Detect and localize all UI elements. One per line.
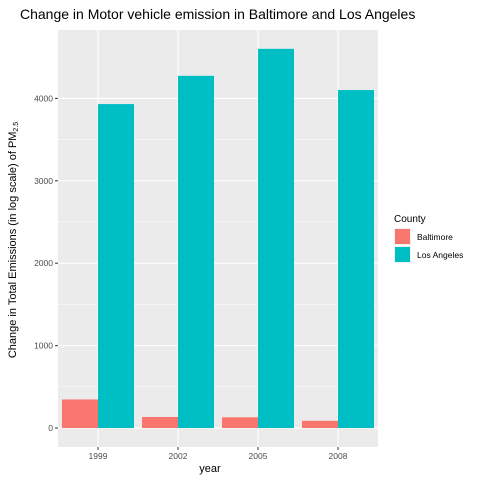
y-tick-label: 4000 (34, 93, 53, 103)
x-tick-label: 2008 (329, 451, 348, 461)
bar-baltimore (302, 420, 338, 429)
chart-title: Change in Motor vehicle emission in Balt… (20, 6, 415, 22)
bar-los-angeles (98, 104, 134, 429)
legend-key-swatch (395, 229, 410, 244)
y-axis-title-main: Change in Total Emissions (in log scale)… (7, 132, 19, 359)
legend-title: County (394, 214, 426, 225)
y-tick-label: 3000 (34, 176, 53, 186)
bar-baltimore (142, 416, 178, 429)
y-tick-label: 0 (48, 423, 53, 433)
plot-panel (58, 30, 378, 447)
bar-los-angeles (258, 48, 294, 429)
y-axis-title: Change in Total Emissions (in log scale)… (7, 122, 20, 358)
x-tick-label: 1999 (89, 451, 108, 461)
y-tick-label: 1000 (34, 341, 53, 351)
bar-baltimore (222, 417, 258, 429)
legend: County Baltimore Los Angeles (394, 214, 463, 263)
bar-baltimore (62, 399, 98, 429)
y-tick-label: 2000 (34, 258, 53, 268)
x-tick-label: 2005 (249, 451, 268, 461)
x-axis-title: year (199, 463, 221, 475)
legend-key-swatch (395, 247, 410, 262)
legend-label: Baltimore (417, 232, 453, 242)
legend-label: Los Angeles (417, 250, 463, 260)
y-axis-title-subscript: 2.5 (13, 122, 20, 132)
bar-los-angeles (338, 90, 374, 429)
bar-los-angeles (178, 75, 214, 429)
x-tick-label: 2002 (169, 451, 188, 461)
